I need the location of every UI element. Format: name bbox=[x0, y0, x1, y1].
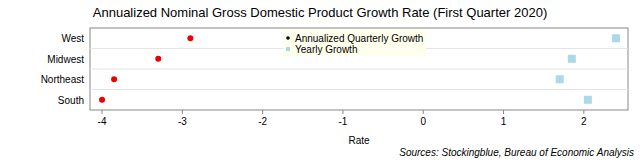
point bbox=[612, 34, 620, 42]
legend-marker bbox=[286, 47, 290, 51]
x-tick-label: -4 bbox=[98, 116, 107, 127]
point bbox=[556, 75, 564, 83]
x-tick bbox=[423, 110, 424, 114]
plot-frame bbox=[90, 28, 628, 110]
legend-label: Annualized Quarterly Growth bbox=[295, 33, 423, 44]
chart: Annualized Nominal Gross Domestic Produc… bbox=[0, 0, 640, 160]
row-divider bbox=[90, 69, 628, 70]
legend-marker bbox=[286, 36, 290, 40]
point bbox=[111, 76, 117, 82]
legend-label: Yearly Growth bbox=[295, 44, 357, 55]
point bbox=[187, 35, 193, 41]
x-tick-label: 1 bbox=[501, 116, 507, 127]
point bbox=[584, 96, 592, 104]
legend-box bbox=[283, 30, 426, 56]
x-axis-label: Rate bbox=[348, 135, 370, 146]
x-tick-label: 2 bbox=[581, 116, 587, 127]
x-tick-label: -2 bbox=[258, 116, 267, 127]
point bbox=[99, 97, 105, 103]
x-tick-label: 0 bbox=[420, 116, 426, 127]
x-tick bbox=[262, 110, 263, 114]
point bbox=[568, 55, 576, 63]
x-tick bbox=[182, 110, 183, 114]
category-label: Midwest bbox=[47, 54, 84, 65]
x-tick-label: -3 bbox=[178, 116, 187, 127]
x-tick bbox=[342, 110, 343, 114]
x-tick-label: -1 bbox=[338, 116, 347, 127]
category-label: South bbox=[58, 95, 84, 106]
category-label: West bbox=[61, 33, 84, 44]
point bbox=[155, 56, 161, 62]
x-tick bbox=[102, 110, 103, 114]
source-note: Sources: Stockingblue, Bureau of Economi… bbox=[399, 147, 634, 158]
x-tick bbox=[503, 110, 504, 114]
category-label: Northeast bbox=[41, 74, 85, 85]
x-tick bbox=[583, 110, 584, 114]
row-divider bbox=[90, 89, 628, 90]
title: Annualized Nominal Gross Domestic Produc… bbox=[93, 5, 547, 20]
